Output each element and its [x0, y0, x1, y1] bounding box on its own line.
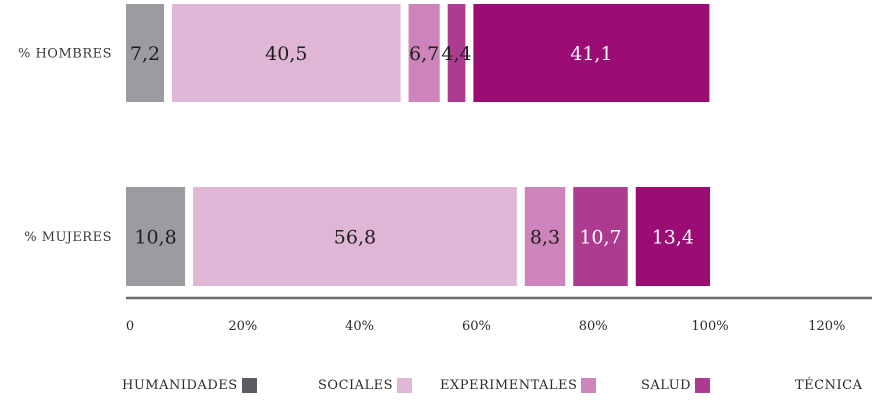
- x-tick-label: 20%: [228, 319, 257, 334]
- data-label: 10,8: [134, 227, 176, 249]
- bar-segment: [126, 4, 165, 102]
- legend-item: SOCIALES: [318, 378, 413, 393]
- x-tick-label: 80%: [579, 319, 608, 334]
- legend-swatch: [581, 378, 597, 393]
- legend-swatch: [397, 378, 413, 393]
- legend-label: SOCIALES: [318, 378, 394, 393]
- bars-group: 7,2 40,5 6,7 4,4 41,1 10,8 56,8 8,3 10,7 13,4: [126, 4, 710, 286]
- legend-swatch: [695, 378, 711, 393]
- category-label: % HOMBRES: [18, 47, 112, 62]
- bar-segment: [473, 4, 710, 102]
- legend-item: EXPERIMENTALES: [440, 378, 597, 393]
- category-labels: % HOMBRES % MUJERES: [18, 47, 112, 246]
- x-tick-label: 40%: [345, 319, 374, 334]
- data-label: 10,7: [579, 227, 621, 249]
- data-label: 56,8: [334, 227, 376, 249]
- x-tick-label: 60%: [462, 319, 491, 334]
- legend-label: SALUD: [641, 378, 692, 393]
- bar-segment: [193, 187, 517, 286]
- data-label: 6,7: [409, 43, 439, 65]
- category-label: % MUJERES: [24, 230, 112, 245]
- x-tick-label: 120%: [808, 319, 845, 334]
- data-label: 13,4: [652, 227, 694, 249]
- legend-swatch: [241, 378, 257, 393]
- bar-segment: [126, 187, 186, 286]
- x-tick-label: 0: [126, 319, 134, 334]
- x-axis-ticks: 0 20% 40% 60% 80% 100% 120%: [126, 319, 846, 334]
- x-tick-label: 100%: [691, 319, 728, 334]
- data-label: 8,3: [530, 227, 560, 249]
- data-label: 7,2: [130, 43, 160, 65]
- bar-segment: [524, 187, 566, 286]
- bar-segment: [635, 187, 710, 286]
- legend-label: HUMANIDADES: [122, 378, 238, 393]
- legend-label: TÉCNICA: [795, 378, 863, 393]
- data-label: 4,4: [441, 43, 471, 65]
- data-label: 41,1: [570, 43, 612, 65]
- legend: HUMANIDADES SOCIALES EXPERIMENTALES SALUD TÉ…: [0, 376, 872, 402]
- bar-segment: [408, 4, 440, 102]
- bar-segment: [172, 4, 401, 102]
- legend-item: SALUD: [641, 378, 711, 393]
- bar-segment: [447, 4, 466, 102]
- data-label: 40,5: [265, 43, 307, 65]
- bar-segment: [573, 187, 628, 286]
- legend-label: EXPERIMENTALES: [440, 378, 578, 393]
- legend-item: TÉCNICA: [795, 378, 862, 393]
- legend-item: HUMANIDADES: [122, 378, 257, 393]
